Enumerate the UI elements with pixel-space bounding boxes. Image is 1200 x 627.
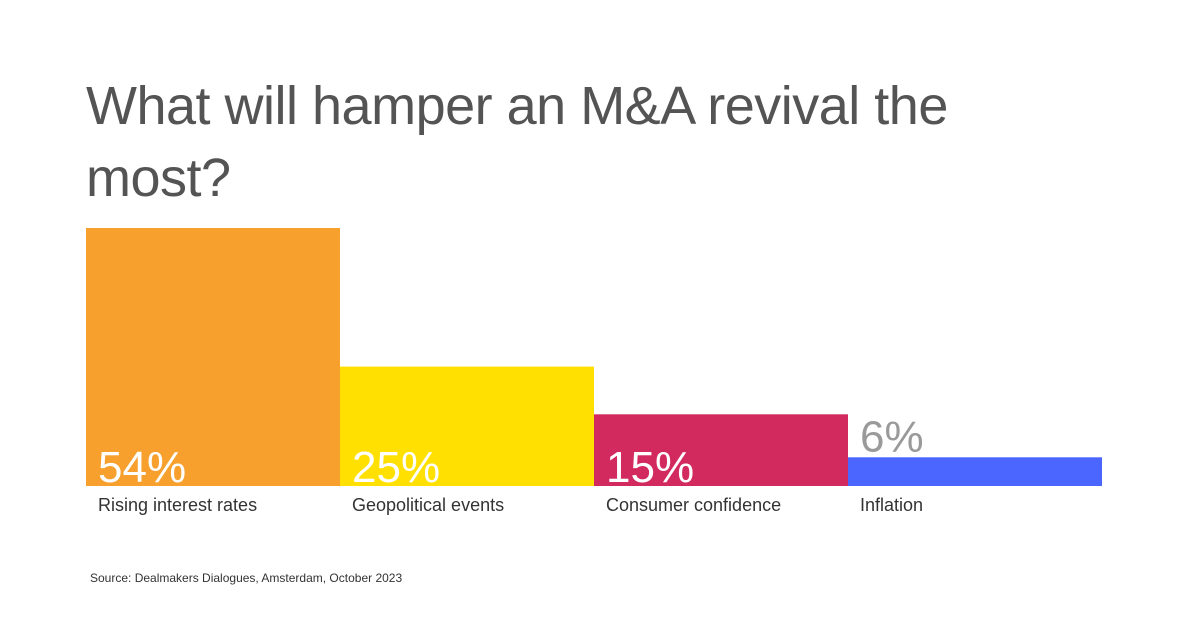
- value-label: 25%: [352, 443, 440, 492]
- bar-consumer-confidence: [594, 414, 848, 486]
- bars-layer: [86, 228, 1102, 486]
- value-label: 54%: [98, 443, 186, 492]
- bar-geopolitical-events: [340, 366, 594, 486]
- category-label: Inflation: [860, 495, 923, 515]
- labels-layer: 54% Rising interest rates 25% Geopolitical …: [98, 412, 924, 515]
- value-label: 15%: [606, 443, 694, 492]
- value-label: 6%: [860, 412, 924, 461]
- bar-inflation: [848, 457, 1102, 486]
- category-label: Consumer confidence: [606, 495, 781, 515]
- category-label: Rising interest rates: [98, 495, 257, 515]
- category-label: Geopolitical events: [352, 495, 504, 515]
- bar-rising-interest-rates: [86, 228, 340, 486]
- chart-title: What will hamper an M&A revival the most…: [86, 76, 948, 208]
- source-note: Source: Dealmakers Dialogues, Amsterdam,…: [90, 571, 403, 585]
